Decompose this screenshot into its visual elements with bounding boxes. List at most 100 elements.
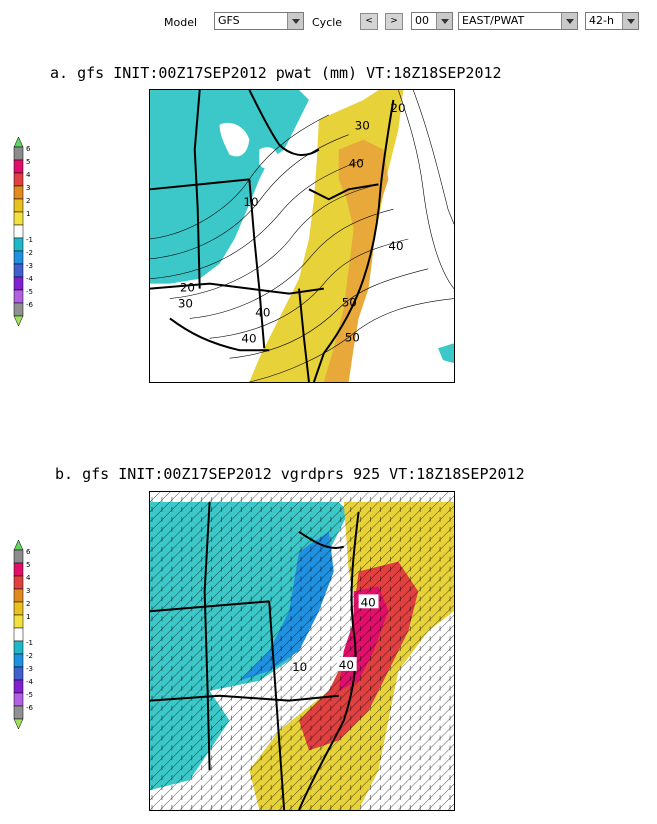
colorbar-segment <box>13 549 24 564</box>
colorbar-tick-label: 2 <box>26 600 30 608</box>
colorbar-segment <box>13 679 24 694</box>
colorbar-tick-label: -6 <box>26 704 34 712</box>
panel-a-colorbar: 6 5 4 3 2 1 -1 -2 -3 -4 -5 -6 <box>13 136 34 327</box>
colorbar-segment <box>13 627 24 642</box>
chevron-down-icon <box>622 13 638 29</box>
colorbar-tick-label: 4 <box>26 171 31 179</box>
colorbar-tick-label: 5 <box>26 158 30 166</box>
model-select-value: GFS <box>218 14 240 27</box>
cycle-label: Cycle <box>312 16 343 29</box>
contour-label: 40 <box>388 239 403 253</box>
contour-label: 40 <box>361 595 376 609</box>
contour-label: 30 <box>178 297 193 311</box>
contour-label: 10 <box>243 195 258 209</box>
colorbar-segment <box>13 224 24 239</box>
colorbar-segment <box>13 211 24 226</box>
colorbar-tick-label: -1 <box>26 236 33 244</box>
colorbar-tick-label: 1 <box>26 613 30 621</box>
colorbar-tick-label: -6 <box>26 301 34 309</box>
colorbar-tick-label: 1 <box>26 210 30 218</box>
contour-label: 50 <box>345 330 360 344</box>
next-cycle-button[interactable]: > <box>385 13 403 30</box>
colorbar-segment <box>13 146 24 161</box>
colorbar-tick-label: -3 <box>26 262 33 270</box>
wind-barbs-overlay <box>150 492 454 810</box>
colorbar-tick-label: -4 <box>26 275 34 283</box>
colorbar-tick-label: 3 <box>26 184 30 192</box>
colorbar-tick-label: -5 <box>26 691 33 699</box>
colorbar-segment <box>13 198 24 213</box>
panel-a-contour-labels: 30 20 40 10 40 20 30 40 50 40 50 <box>178 101 406 345</box>
colorbar-segment <box>13 289 24 304</box>
colorbar-segment <box>13 276 24 291</box>
colorbar-segment <box>13 588 24 603</box>
colorbar-segment <box>13 575 24 590</box>
toolbar: Model GFS Cycle < > 00 EAST/PWAT 42-h <box>0 12 657 36</box>
chevron-down-icon <box>287 13 303 29</box>
model-select[interactable]: GFS <box>214 12 304 30</box>
colorbar-segment <box>13 640 24 655</box>
colorbar-segment <box>13 263 24 278</box>
forecast-hour-select-value: 42-h <box>589 14 614 27</box>
panel-b-contour-labels: 40 40 10 <box>292 594 379 674</box>
colorbar-segment <box>13 705 24 720</box>
colorbar-bottom-arrow <box>13 718 24 730</box>
contour-label: 40 <box>339 658 354 672</box>
chevron-down-icon <box>561 13 577 29</box>
colorbar-tick-label: -2 <box>26 652 33 660</box>
panel-a-title: a. gfs INIT:00Z17SEP2012 pwat (mm) VT:18… <box>50 64 502 82</box>
colorbar-segment <box>13 614 24 629</box>
coastlines <box>150 501 360 810</box>
colorbar-tick-label: -1 <box>26 639 33 647</box>
colorbar-segment <box>13 237 24 252</box>
region-select-value: EAST/PWAT <box>462 14 525 27</box>
contour-label: 10 <box>292 660 307 674</box>
colorbar-tick-label: -3 <box>26 665 33 673</box>
colorbar-tick-label: 6 <box>26 145 31 153</box>
contour-label: 40 <box>349 156 364 170</box>
colorbar-tick-label: 4 <box>26 574 31 582</box>
colorbar-segment <box>13 159 24 174</box>
hour-select[interactable]: 00 <box>411 12 453 30</box>
colorbar-tick-label: -2 <box>26 249 33 257</box>
great-lakes-shape <box>219 122 250 157</box>
pwat-high-core <box>323 139 389 382</box>
colorbar-top-arrow <box>13 539 24 551</box>
colorbar-segment <box>13 562 24 577</box>
colorbar-tick-label: 6 <box>26 548 31 556</box>
panel-b-map: 40 40 10 <box>149 491 455 811</box>
hour-select-value: 00 <box>415 14 429 27</box>
panel-b-colorbar: 6 5 4 3 2 1 -1 -2 -3 -4 -5 -6 <box>13 539 34 730</box>
colorbar-segment <box>13 601 24 616</box>
coastlines <box>150 90 395 382</box>
previous-cycle-button[interactable]: < <box>360 13 378 30</box>
colorbar-tick-label: -4 <box>26 678 34 686</box>
colorbar-tick-label: 5 <box>26 561 30 569</box>
colorbar-segment <box>13 692 24 707</box>
colorbar-bottom-arrow <box>13 315 24 327</box>
colorbar-segment <box>13 666 24 681</box>
contour-label: 40 <box>255 305 270 319</box>
colorbar-segment <box>13 172 24 187</box>
colorbar-segment <box>13 250 24 265</box>
region-select[interactable]: EAST/PWAT <box>458 12 578 30</box>
contour-label: 20 <box>390 101 405 115</box>
colorbar-segment <box>13 185 24 200</box>
chevron-down-icon <box>436 13 452 29</box>
colorbar-top-arrow <box>13 136 24 148</box>
colorbar-tick-label: 3 <box>26 587 30 595</box>
contour-label: 30 <box>355 119 370 133</box>
colorbar-segment <box>13 302 24 317</box>
contour-label: 20 <box>180 281 195 295</box>
contour-label: 50 <box>342 296 357 310</box>
model-label: Model <box>164 16 198 29</box>
colorbar-tick-label: -5 <box>26 288 33 296</box>
contour-label: 40 <box>241 331 256 345</box>
colorbar-segment <box>13 653 24 668</box>
panel-b-title: b. gfs INIT:00Z17SEP2012 vgrdprs 925 VT:… <box>55 465 525 483</box>
colorbar-tick-label: 2 <box>26 197 30 205</box>
panel-a-map: 30 20 40 10 40 20 30 40 50 40 50 <box>149 89 455 383</box>
pwat-low-region-inner <box>150 90 255 200</box>
forecast-hour-select[interactable]: 42-h <box>585 12 639 30</box>
pwat-low-patch <box>438 343 454 364</box>
